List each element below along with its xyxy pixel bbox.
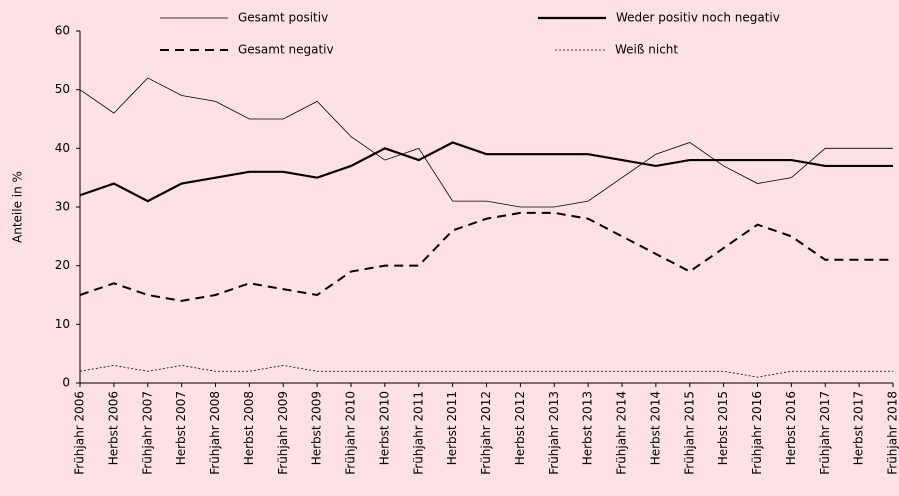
x-tick-label: Frühjahr 2008	[208, 391, 222, 475]
series-line	[79, 211, 893, 302]
x-tick-label: Herbst 2009	[310, 391, 324, 465]
y-tick-label: 10	[55, 317, 70, 331]
x-tick-label: Frühjahr 2013	[547, 391, 561, 475]
y-tick-label: 40	[55, 141, 70, 155]
x-tick-label: Herbst 2014	[648, 391, 662, 465]
x-tick-label: Frühjahr 2009	[276, 391, 290, 475]
series-line	[79, 141, 893, 203]
y-tick-label: 60	[55, 24, 70, 38]
x-tick-label: Herbst 2015	[716, 391, 730, 465]
y-tick-label: 50	[55, 82, 70, 96]
x-tick-label: Herbst 2007	[174, 391, 188, 465]
x-tick-label: Frühjahr 2014	[615, 391, 629, 475]
legend-label: Gesamt negativ	[238, 43, 334, 57]
x-tick-label: Herbst 2006	[106, 391, 120, 465]
x-tick-label: Frühjahr 2016	[750, 391, 764, 475]
x-tick-label: Herbst 2008	[242, 391, 256, 465]
x-tick-label: Herbst 2010	[377, 391, 391, 465]
x-tick-label: Herbst 2017	[852, 391, 866, 465]
legend-label: Gesamt positiv	[238, 11, 328, 25]
x-tick-label: Frühjahr 2018	[886, 391, 899, 475]
legend-label: Weder positiv noch negativ	[616, 11, 780, 25]
y-tick-label: 30	[55, 200, 70, 214]
series-line	[79, 364, 893, 378]
x-tick-label: Frühjahr 2011	[411, 391, 425, 475]
x-tick-label: Herbst 2016	[784, 391, 798, 465]
y-axis-label: Anteile in %	[11, 171, 25, 243]
x-tick-label: Frühjahr 2017	[818, 391, 832, 475]
x-tick-label: Frühjahr 2015	[682, 391, 696, 475]
x-tick-label: Frühjahr 2012	[479, 391, 493, 475]
x-tick-label: Frühjahr 2010	[344, 391, 358, 475]
y-tick-label: 20	[55, 258, 70, 272]
x-tick-label: Herbst 2013	[581, 391, 595, 465]
legend-label: Weiß nicht	[615, 43, 678, 57]
x-tick-label: Frühjahr 2007	[140, 391, 154, 475]
x-tick-label: Herbst 2011	[445, 391, 459, 465]
x-tick-label: Herbst 2012	[513, 391, 527, 465]
y-tick-label: 0	[62, 376, 70, 390]
x-tick-label: Frühjahr 2006	[73, 391, 87, 475]
series-line	[79, 77, 893, 208]
